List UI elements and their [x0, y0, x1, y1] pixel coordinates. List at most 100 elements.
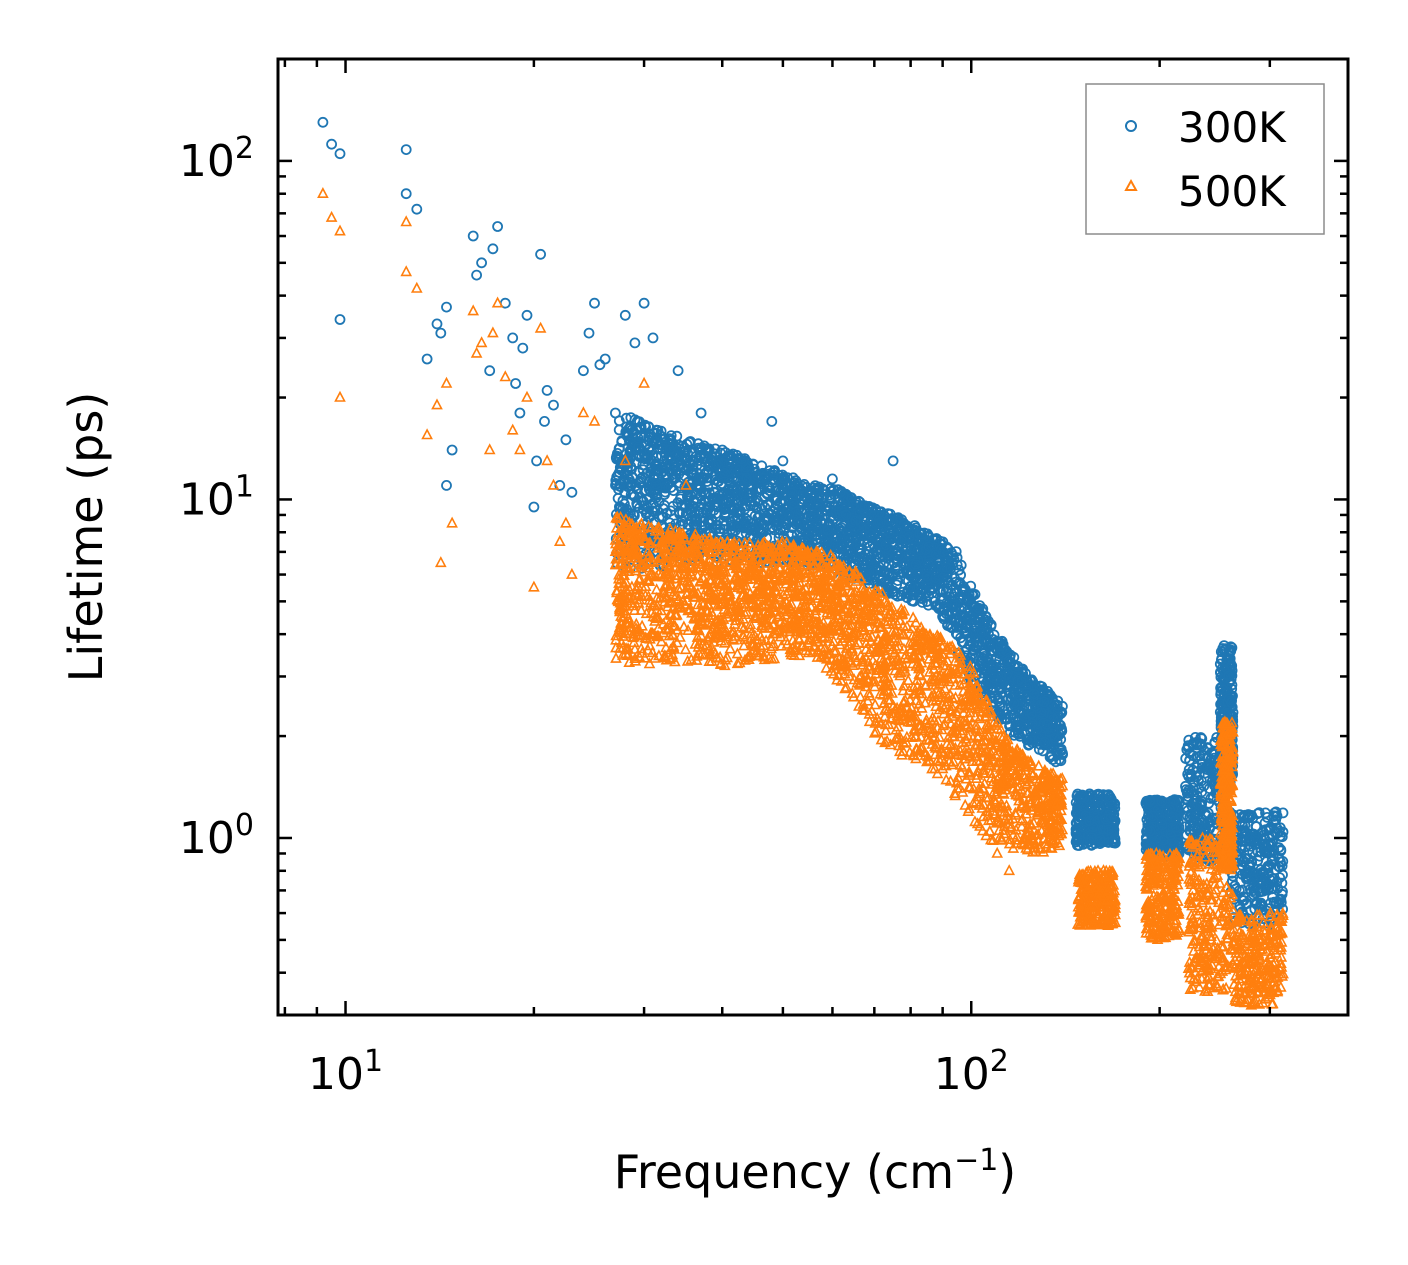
data-point	[832, 500, 844, 512]
data-point	[941, 562, 952, 573]
data-point	[647, 332, 659, 344]
data-point	[1038, 696, 1050, 708]
data-point	[1273, 852, 1285, 864]
data-point	[1013, 728, 1024, 740]
data-point	[1193, 783, 1205, 794]
data-point	[1104, 791, 1116, 803]
data-point	[980, 678, 992, 690]
data-point	[674, 508, 685, 520]
data-point	[1041, 719, 1053, 730]
data-point	[700, 443, 712, 455]
data-point	[873, 552, 885, 564]
data-point	[974, 600, 986, 611]
data-point	[599, 353, 611, 365]
data-point	[663, 616, 676, 628]
data-point	[678, 620, 690, 632]
data-point	[1267, 883, 1279, 894]
data-point	[716, 444, 728, 456]
data-point	[981, 663, 992, 675]
data-point	[738, 487, 749, 499]
data-point	[886, 686, 898, 698]
data-point	[1268, 816, 1279, 828]
data-point	[915, 551, 927, 563]
data-point	[790, 507, 801, 519]
data-point	[683, 463, 695, 475]
data-point	[945, 563, 957, 574]
data-point	[672, 365, 684, 377]
data-point	[721, 496, 733, 508]
data-point	[514, 407, 526, 419]
data-point	[892, 549, 904, 561]
data-point	[1055, 755, 1067, 767]
data-point	[578, 365, 589, 377]
data-point	[1010, 688, 1021, 699]
data-point	[610, 407, 621, 419]
data-point	[876, 586, 889, 598]
data-point	[622, 429, 633, 441]
data-point	[967, 797, 980, 809]
data-point	[994, 707, 1006, 719]
data-point	[946, 598, 958, 609]
data-point	[946, 622, 958, 634]
data-point	[1156, 815, 1168, 826]
data-point	[1180, 780, 1191, 792]
data-point	[671, 430, 683, 442]
data-point	[633, 436, 644, 447]
data-point	[1165, 830, 1177, 841]
data-point	[988, 672, 1000, 684]
data-point	[955, 592, 967, 604]
data-point	[641, 506, 653, 518]
data-point	[704, 518, 716, 530]
data-point	[880, 527, 891, 539]
data-point	[1254, 875, 1266, 887]
data-point	[703, 465, 715, 477]
data-point	[1026, 718, 1038, 729]
data-point	[612, 447, 623, 459]
data-point	[1270, 806, 1282, 818]
data-point	[886, 570, 898, 581]
data-point	[641, 451, 652, 463]
data-point	[634, 416, 645, 428]
data-point	[1001, 669, 1013, 681]
data-point	[691, 493, 703, 505]
data-point	[755, 525, 767, 537]
data-point	[718, 636, 731, 648]
data-point	[663, 459, 675, 471]
data-point	[705, 506, 716, 518]
data-point	[649, 460, 661, 472]
data-point	[786, 478, 798, 490]
data-point	[846, 492, 857, 504]
data-point	[892, 568, 904, 580]
data-point	[938, 602, 950, 614]
data-point	[1227, 875, 1238, 887]
data-point	[913, 582, 924, 593]
data-point	[753, 511, 765, 523]
data-point	[691, 513, 703, 524]
data-point	[623, 423, 635, 434]
data-point	[653, 472, 664, 484]
data-point	[664, 444, 676, 456]
data-point	[850, 515, 861, 526]
data-point	[883, 527, 895, 539]
data-point	[1016, 676, 1027, 688]
data-point	[1147, 810, 1159, 822]
data-point	[535, 248, 546, 260]
data-point	[619, 309, 631, 321]
data-point	[1248, 874, 1259, 886]
data-point	[626, 443, 638, 455]
data-point	[902, 673, 915, 686]
data-point	[628, 509, 639, 520]
data-point	[862, 655, 875, 667]
data-point	[1276, 831, 1288, 843]
data-point	[674, 630, 686, 642]
data-point	[1189, 793, 1201, 805]
data-point	[996, 636, 1008, 648]
data-point	[659, 489, 670, 501]
data-point	[787, 498, 799, 510]
data-point	[1259, 833, 1271, 845]
data-point	[1241, 866, 1253, 878]
data-point	[1041, 699, 1053, 711]
data-point	[1225, 697, 1237, 708]
data-point	[722, 607, 734, 619]
data-point	[912, 564, 924, 576]
